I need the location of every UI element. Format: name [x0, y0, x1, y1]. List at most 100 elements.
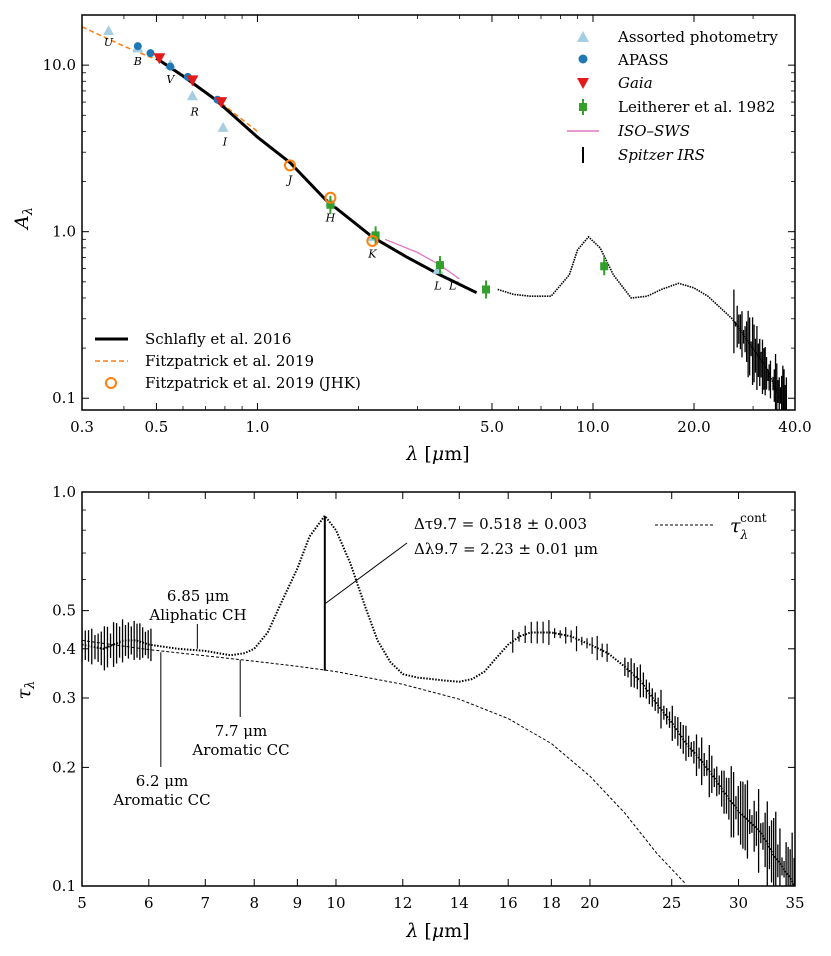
x-tick-label: 8 [249, 894, 259, 912]
schlafly-line [155, 56, 478, 295]
legend-lower-left: Schlafly et al. 2016 Fitzpatrick et al. … [95, 330, 361, 392]
annotations: Δτ9.7 = 0.518 ± 0.003 Δλ9.7 = 2.23 ± 0.0… [112, 515, 598, 809]
legend-label: Gaia [618, 74, 653, 92]
x-tick-label: 18 [542, 894, 561, 912]
x-tick-label: 5.0 [480, 418, 504, 436]
square-icon [579, 103, 587, 111]
legend-item-gaia: Gaia [577, 74, 653, 92]
gaia-point [186, 75, 199, 87]
legend-label: τλcont [730, 511, 767, 542]
x-tick-label: 5 [77, 894, 87, 912]
x-tick-label: 10 [326, 894, 345, 912]
y-tick-label: 0.3 [52, 689, 76, 707]
triangle-down-icon [577, 78, 589, 89]
aliphatic-wave-text: 6.85 μm [167, 587, 229, 605]
delta-lambda-text: Δλ9.7 = 2.23 ± 0.01 μm [414, 540, 598, 558]
y-tick-label: 0.1 [52, 389, 76, 407]
x-tick-label: 1.0 [246, 418, 270, 436]
x-tick-label: 20.0 [677, 418, 710, 436]
bottom-axes-frame [81, 491, 796, 887]
legend-tau-cont: τλcont [655, 511, 767, 542]
legend-item-iso: ISO–SWS [567, 122, 690, 140]
legend-label: Fitzpatrick et al. 2019 (JHK) [145, 374, 361, 392]
legend-item-assorted: Assorted photometry [577, 28, 778, 46]
iso-sws-line [384, 238, 460, 280]
x-tick-label: 14 [450, 894, 469, 912]
continuum-line [82, 639, 687, 885]
band-label: B [133, 55, 142, 68]
leitherer-point [371, 231, 380, 240]
triangle-up-icon [577, 31, 589, 42]
x-tick-label: 25 [662, 894, 681, 912]
arom77-name-text: Aromatic CC [191, 741, 289, 759]
band-label: V [166, 73, 175, 86]
y-tick-label: 1.0 [52, 483, 76, 501]
apass-point [133, 42, 142, 51]
legend-label: ISO–SWS [617, 122, 690, 140]
circle-icon [578, 54, 588, 64]
leitherer-point [326, 200, 335, 209]
bottom-ylabel: τλ [13, 681, 38, 700]
aliphatic-name-text: Aliphatic CH [148, 606, 246, 624]
y-tick-label: 0.2 [52, 758, 76, 776]
x-tick-label: 40.0 [778, 418, 811, 436]
leitherer-point [436, 261, 445, 270]
x-tick-label: 9 [293, 894, 303, 912]
legend-item-schlafly: Schlafly et al. 2016 [95, 330, 291, 348]
x-tick-label: 30 [729, 894, 748, 912]
top-xlabel: λ [μm] [405, 443, 469, 465]
arom77-wave-text: 7.7 μm [215, 722, 268, 740]
optical-depth-line [82, 514, 795, 886]
legend-label: APASS [617, 51, 669, 69]
top-panel: 0.3 0.5 1.0 5.0 10.0 20.0 40.0 0.1 1.0 10.0 Aλ λ … [11, 14, 812, 465]
legend-label: Fitzpatrick et al. 2019 [145, 352, 314, 370]
gaia-point [215, 97, 228, 109]
arom62-wave-text: 6.2 μm [136, 772, 189, 790]
band-label: U [104, 36, 114, 49]
band-label: L [433, 279, 441, 292]
band-label: I [222, 135, 228, 148]
legend-item-leitherer: Leitherer et al. 1982 [579, 98, 775, 116]
leitherer-point [600, 262, 609, 271]
x-tick-label: 12 [393, 894, 412, 912]
gaia-point [153, 53, 166, 65]
y-tick-label: 0.4 [52, 640, 76, 658]
legend-label: Schlafly et al. 2016 [145, 330, 291, 348]
band-label: R [190, 105, 199, 118]
band-label: K [367, 247, 377, 260]
arom62-name-text: Aromatic CC [112, 791, 210, 809]
legend-upper-right: Assorted photometry APASS Gaia Leitherer… [567, 28, 778, 164]
top-ylabel: Aλ [11, 207, 36, 231]
band-label: L′ [448, 279, 459, 292]
band-label: H [325, 212, 336, 225]
spitzer-irs-line [497, 235, 781, 399]
legend-item-spitzer: Spitzer IRS [582, 146, 705, 164]
legend-item-fitzpatrick-jhk: Fitzpatrick et al. 2019 (JHK) [105, 374, 361, 392]
y-tick-label: 10.0 [43, 56, 76, 74]
x-tick-label: 35 [785, 894, 804, 912]
fitzpatrick-jhk-point [283, 159, 296, 172]
assorted-photometry-point [103, 25, 115, 36]
x-tick-label: 20 [580, 894, 599, 912]
legend-label: Spitzer IRS [618, 146, 705, 164]
legend-label: Leitherer et al. 1982 [618, 98, 775, 116]
legend-item-fitzpatrick: Fitzpatrick et al. 2019 [95, 352, 314, 370]
open-circle-icon [105, 377, 117, 389]
x-tick-label: 16 [499, 894, 518, 912]
x-tick-label: 0.5 [145, 418, 169, 436]
top-axes-frame [81, 14, 796, 411]
legend-item-apass: APASS [578, 51, 669, 69]
x-tick-label: 7 [201, 894, 211, 912]
y-tick-label: 0.5 [52, 602, 76, 620]
y-tick-label: 0.1 [52, 877, 76, 895]
delta-tau-pointer [324, 542, 408, 605]
x-tick-label: 6 [144, 894, 154, 912]
leitherer-point [482, 285, 491, 294]
bottom-panel: 5 6 7 8 9 10 12 14 16 18 20 25 30 35 0.1 0.2 0.3 0.4 0.5 1.… [13, 483, 805, 942]
band-label: J [286, 173, 293, 186]
assorted-photometry-point [186, 90, 198, 101]
apass-point [166, 62, 175, 71]
apass-point [146, 49, 155, 58]
x-tick-label: 0.3 [70, 418, 94, 436]
